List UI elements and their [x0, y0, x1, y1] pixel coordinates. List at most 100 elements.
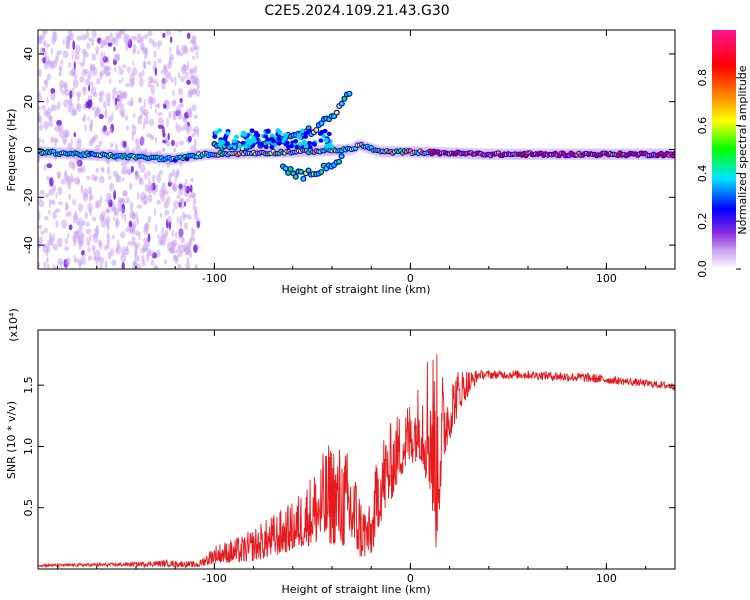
- noise-speck: [172, 109, 176, 119]
- noise-speck: [143, 98, 146, 109]
- noise-speck: [86, 175, 91, 180]
- noise-speck: [152, 174, 156, 183]
- noise-speck: [144, 222, 150, 230]
- noise-speck: [185, 198, 189, 203]
- noise-speck: [94, 144, 101, 152]
- colorbar-ticks: 0.0 0.2 0.4 0.6 0.8: [696, 69, 741, 278]
- chaotic-band-blob: [297, 142, 303, 147]
- noise-speck: [38, 94, 43, 102]
- noise-speck: [172, 254, 177, 261]
- noise-speck: [62, 89, 66, 96]
- noise-speck: [42, 86, 46, 92]
- noise-speck: [154, 103, 160, 108]
- noise-speck: [186, 60, 190, 71]
- noise-speck: [46, 73, 51, 81]
- noise-speck: [65, 39, 70, 49]
- noise-speck: [193, 125, 200, 135]
- noise-speck: [49, 199, 55, 204]
- noise-speck: [91, 53, 97, 62]
- noise-speck: [125, 44, 129, 51]
- noise-speck: [90, 64, 94, 71]
- noise-speck: [126, 66, 131, 74]
- noise-speck: [105, 66, 112, 71]
- noise-speck: [77, 161, 80, 166]
- noise-speck: [98, 93, 104, 103]
- noise-speck: [57, 186, 63, 196]
- chaotic-band-blob: [224, 131, 230, 136]
- noise-speck: [73, 132, 77, 138]
- noise-speck: [47, 107, 52, 116]
- noise-speck: [72, 234, 77, 243]
- noise-speck: [137, 157, 142, 167]
- noise-speck: [48, 120, 54, 128]
- noise-speck: [43, 40, 47, 45]
- noise-speck: [175, 49, 181, 56]
- chaotic-band-blob: [307, 140, 313, 146]
- noise-speck: [148, 193, 153, 203]
- noise-speck: [102, 100, 107, 110]
- noise-speck: [38, 110, 41, 117]
- noise-speck: [71, 177, 76, 182]
- noise-speck: [38, 115, 43, 124]
- noise-speck: [65, 178, 70, 186]
- noise-speck: [190, 145, 196, 152]
- noise-speck: [85, 228, 92, 235]
- noise-speck: [113, 46, 116, 52]
- noise-speck: [180, 75, 185, 82]
- noise-speck: [50, 47, 53, 56]
- noise-speck: [160, 184, 167, 194]
- noise-speck: [142, 121, 145, 130]
- noise-speck: [48, 209, 51, 215]
- noise-speck: [50, 237, 54, 247]
- noise-speck: [85, 221, 90, 227]
- noise-speck: [173, 200, 179, 210]
- lower-branch-blob: [283, 166, 288, 171]
- noise-speck: [192, 80, 198, 86]
- noise-speck: [105, 92, 111, 102]
- chaotic-band-blob: [243, 144, 249, 149]
- noise-speck: [146, 253, 150, 262]
- noise-speck: [80, 255, 86, 266]
- noise-speck: [167, 132, 170, 141]
- chaotic-band-blob: [265, 129, 271, 134]
- noise-speck: [183, 123, 189, 131]
- noise-speck: [87, 186, 92, 195]
- noise-speck: [111, 36, 116, 43]
- noise-speck: [175, 141, 179, 148]
- noise-speck: [185, 71, 189, 78]
- noise-speck: [183, 213, 189, 219]
- noise-speck: [125, 82, 131, 88]
- upper-branch-blob: [332, 114, 336, 118]
- noise-speck: [80, 184, 84, 195]
- upper-branch-blob: [334, 110, 339, 115]
- noise-speck: [178, 243, 185, 254]
- noise-speck: [171, 100, 177, 107]
- noise-speck: [160, 80, 166, 90]
- noise-speck: [168, 46, 172, 55]
- noise-speck: [139, 105, 145, 112]
- noise-speck: [132, 43, 137, 53]
- noise-speck: [82, 113, 87, 122]
- noise-speck: [134, 137, 140, 145]
- noise-speck: [88, 139, 94, 147]
- noise-speck: [114, 97, 118, 106]
- noise-speck: [188, 250, 193, 259]
- noise-speck: [104, 64, 107, 75]
- noise-speck: [158, 238, 163, 246]
- noise-speck: [58, 71, 62, 77]
- noise-speck: [112, 87, 117, 97]
- noise-speck: [174, 231, 178, 239]
- noise-speck: [122, 64, 127, 69]
- lower-branch-blob: [299, 169, 303, 174]
- chaotic-band-blob: [258, 142, 264, 147]
- noise-speck: [105, 216, 111, 224]
- noise-speck: [176, 215, 179, 224]
- chaotic-band-blob: [311, 141, 317, 147]
- noise-speck: [137, 97, 143, 103]
- noise-speck: [191, 132, 196, 138]
- noise-speck: [82, 220, 86, 226]
- chaotic-band-blob: [293, 139, 299, 144]
- noise-speck: [84, 211, 89, 219]
- noise-speck: [180, 204, 185, 210]
- chaotic-band-blob: [294, 144, 300, 150]
